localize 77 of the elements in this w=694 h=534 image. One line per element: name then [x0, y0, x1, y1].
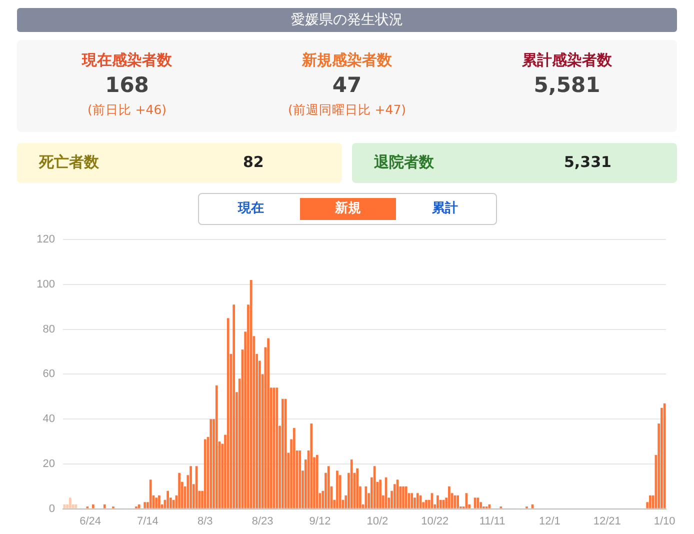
x-tick-label: 9/12 — [309, 515, 331, 528]
bar — [456, 495, 459, 508]
bar — [178, 472, 180, 508]
text: 新規 — [300, 198, 396, 220]
text: (前週同曜日比 +47) — [286, 102, 408, 119]
bar — [476, 498, 480, 508]
bar — [436, 495, 439, 508]
bar — [155, 498, 158, 508]
text: 47 — [331, 73, 363, 97]
text: 累計 — [431, 200, 459, 218]
bar — [276, 388, 278, 508]
y-tick-label: 0 — [48, 502, 55, 515]
text: 退院者数 — [374, 153, 434, 172]
bar — [158, 495, 160, 508]
bar — [103, 504, 106, 508]
x-tick-label: 6/24 — [80, 515, 101, 528]
bar — [281, 398, 284, 508]
bar — [402, 486, 404, 508]
text: 82 — [243, 153, 264, 171]
bar — [69, 498, 72, 508]
text: 新規感染者数 — [300, 51, 393, 70]
bar — [232, 304, 236, 508]
y-tick-label: 20 — [42, 458, 55, 470]
bar — [298, 450, 302, 508]
text: 5,331 — [564, 153, 612, 171]
bar — [350, 459, 353, 508]
bar — [144, 502, 146, 508]
text: 168 — [104, 73, 150, 97]
x-tick-label: 11/11 — [479, 515, 506, 528]
bar — [310, 424, 313, 508]
bar — [404, 486, 408, 508]
bar — [210, 419, 212, 508]
y-tick-label: 40 — [42, 413, 55, 426]
text: 現在 — [236, 200, 265, 218]
bar — [379, 480, 382, 508]
bar — [488, 504, 491, 508]
text: (前日比 +46) — [86, 102, 168, 119]
y-tick-label: 100 — [36, 278, 55, 290]
bar — [316, 454, 318, 508]
bar — [410, 493, 414, 508]
text: 5,581 — [532, 73, 602, 97]
bar — [425, 500, 428, 508]
bar — [190, 466, 192, 508]
bar — [250, 280, 252, 508]
x-tick-label: 1/10 — [654, 515, 676, 528]
x-tick-label: 12/1 — [538, 515, 560, 528]
bar — [292, 428, 296, 508]
bar — [448, 486, 450, 508]
text: 愛媛県の発生状況 — [17, 8, 677, 32]
y-tick-label: 80 — [42, 323, 55, 336]
bar — [336, 470, 338, 508]
x-tick-label: 8/3 — [197, 515, 213, 528]
text: 累計感染者数 — [521, 51, 613, 70]
x-tick-label: 12/21 — [593, 515, 621, 528]
bar — [356, 468, 358, 508]
bar — [138, 504, 140, 508]
bar — [92, 504, 94, 508]
text: 現在感染者数 — [80, 51, 173, 70]
bar — [327, 466, 330, 508]
x-tick-label: 8/23 — [252, 515, 274, 528]
x-tick-label: 10/2 — [366, 515, 388, 528]
bar — [149, 480, 152, 508]
bar — [267, 338, 270, 508]
bar — [204, 439, 206, 508]
y-tick-label: 120 — [36, 234, 55, 246]
bar — [166, 490, 169, 508]
bar — [439, 500, 442, 508]
bar — [226, 318, 230, 508]
bar — [660, 408, 663, 508]
y-tick-label: 60 — [42, 368, 55, 380]
bar — [215, 385, 218, 508]
bar — [649, 495, 652, 508]
text: 死亡者数 — [39, 153, 99, 172]
bar — [416, 493, 419, 508]
x-tick-label: 10/22 — [421, 515, 449, 528]
bar — [74, 504, 78, 508]
x-tick-label: 7/14 — [136, 515, 158, 528]
